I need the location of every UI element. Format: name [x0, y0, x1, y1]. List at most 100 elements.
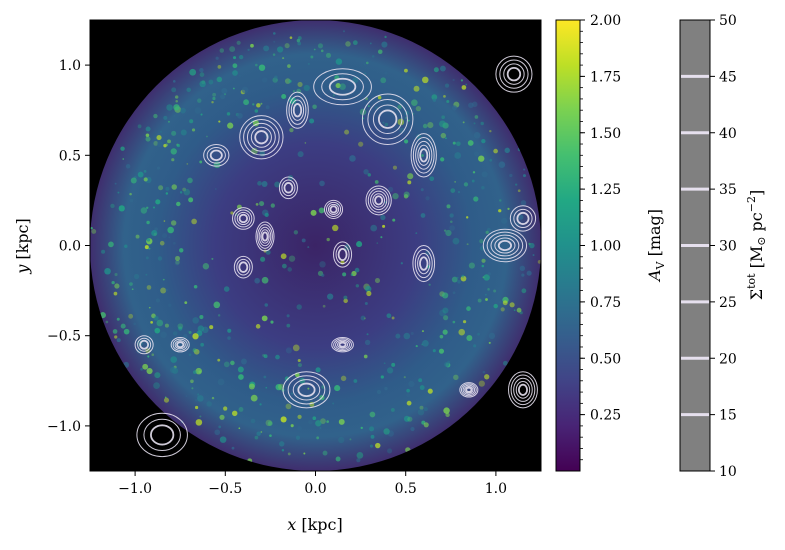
contour-line [372, 193, 386, 208]
av-colorbar-label: AV [mag] [645, 209, 667, 283]
x-tick-label: −0.5 [208, 481, 242, 497]
contour-line [282, 371, 331, 409]
y-tick-label: −1.0 [47, 419, 81, 435]
contour-line [172, 338, 188, 351]
contour-line [335, 339, 351, 350]
contour-line [510, 374, 536, 406]
contour-line [414, 248, 433, 279]
contour-line [374, 195, 384, 206]
contour-line [497, 239, 513, 252]
contour-line [206, 146, 226, 164]
av-tick-label: 0.50 [590, 351, 621, 367]
sigma-tick-label: 40 [719, 126, 737, 142]
av-tick-label: 1.25 [590, 182, 621, 198]
x-axis-label: x [kpc] [287, 515, 343, 534]
dust-disk [90, 20, 541, 471]
x-tick-label: −1.0 [118, 481, 152, 497]
contour-line [325, 201, 342, 217]
contour-line [515, 380, 531, 399]
contour-line [503, 63, 525, 85]
sigma-tick-label: 10 [719, 464, 737, 480]
sigma-contour-levels [681, 74, 709, 417]
contour-line [209, 149, 223, 162]
surface-density-contours [134, 55, 538, 458]
contour-line [238, 261, 249, 273]
contour-line [260, 229, 270, 244]
contour-line [337, 248, 348, 262]
x-tick-label: 0.0 [304, 481, 326, 497]
contour-line [417, 144, 431, 166]
contour-line [333, 241, 353, 268]
contour-line [410, 133, 437, 178]
contour-line [335, 244, 350, 265]
contour-line [333, 338, 352, 352]
contour-line [287, 375, 326, 405]
contour-line [278, 176, 298, 200]
contour-line [417, 252, 431, 275]
contour-line [508, 371, 538, 409]
contour-line [236, 211, 250, 226]
sigma-tick-label: 35 [719, 182, 737, 198]
contour-line [464, 385, 474, 394]
contour-line [361, 93, 414, 145]
x-tick-label: 1.0 [485, 481, 507, 497]
contour-line [203, 143, 230, 167]
contour-line [465, 386, 473, 393]
contour-line [337, 340, 349, 349]
contour-line [136, 412, 188, 458]
sigma-tick-label: 45 [719, 69, 737, 85]
contour-line [174, 340, 186, 350]
contour-line [292, 103, 303, 118]
sigma-colorbar-label: Σtot [M⊙ pc−2] [745, 190, 768, 300]
contour-line [324, 199, 344, 219]
contour-line [329, 205, 338, 214]
contour-line [281, 179, 296, 197]
contour-line [313, 68, 372, 106]
contour-line [495, 55, 533, 93]
contour-line [377, 109, 398, 129]
y-tick-label: 1.0 [59, 58, 81, 74]
contour-line [297, 382, 316, 397]
contour-line [234, 209, 253, 228]
av-tick-label: 0.25 [590, 408, 621, 424]
contour-line [372, 104, 403, 134]
contour-line [290, 99, 305, 121]
contour-line [150, 424, 175, 446]
contour-line [243, 118, 280, 156]
contour-line [513, 208, 533, 229]
y-tick-label: 0.0 [59, 239, 81, 255]
contour-line [490, 234, 520, 257]
contour-line [516, 211, 530, 225]
sigma-tick-label: 20 [719, 351, 737, 367]
y-axis-label: y [kpc] [13, 218, 32, 275]
contour-line [412, 137, 435, 174]
sigma-colorbar-ticks: 50 45 40 35 30 25 20 15 10 [710, 13, 737, 480]
contour-line [239, 115, 284, 160]
av-tick-label: 1.00 [590, 239, 621, 255]
av-tick-label: 1.50 [590, 126, 621, 142]
x-tick-label: 0.5 [395, 481, 417, 497]
sigma-tick-label: 25 [719, 295, 737, 311]
contour-line [236, 258, 251, 276]
contour-line [419, 148, 429, 163]
sigma-tick-label: 50 [719, 13, 737, 29]
contour-line [257, 224, 273, 249]
contour-line [460, 383, 477, 397]
contour-line [494, 237, 516, 254]
y-tick-label: 0.5 [59, 148, 81, 164]
av-tick-label: 0.75 [590, 295, 621, 311]
contour-line [338, 341, 347, 348]
contour-line [137, 337, 152, 352]
contour-line [254, 130, 269, 145]
contour-line [233, 255, 253, 279]
contour-line [250, 126, 272, 148]
contour-line [134, 335, 154, 355]
contour-line [509, 205, 537, 232]
contour-line [143, 418, 181, 452]
contour-line [517, 383, 528, 396]
contour-line [238, 213, 249, 224]
contour-line [283, 182, 294, 194]
contour-line [139, 339, 150, 350]
contour-line [370, 190, 388, 211]
contour-line [292, 379, 321, 401]
